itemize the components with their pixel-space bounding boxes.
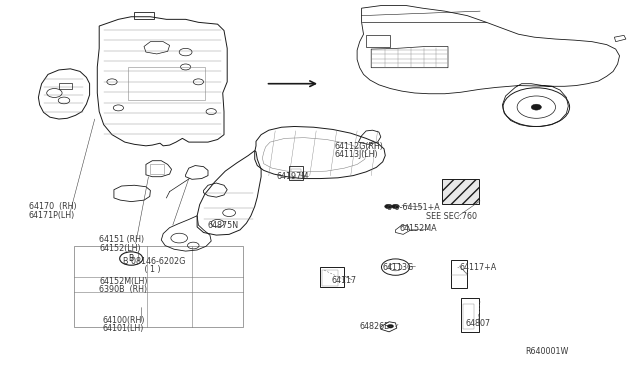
Text: 6390B  (RH): 6390B (RH) [99, 285, 147, 294]
Text: 64100(RH): 64100(RH) [102, 316, 145, 325]
Text: 64101(LH): 64101(LH) [102, 324, 144, 333]
Text: 64151 (RH): 64151 (RH) [99, 235, 145, 244]
Text: 64197M: 64197M [276, 172, 308, 181]
Bar [291, 169, 301, 179]
Text: B: B [129, 254, 134, 263]
Circle shape [385, 204, 392, 209]
Text: 64826E-: 64826E- [360, 322, 393, 331]
Text: 64152M(LH): 64152M(LH) [99, 277, 148, 286]
Text: 64112G(RH): 64112G(RH) [334, 142, 383, 151]
Bar [322, 270, 338, 286]
Bar [461, 298, 479, 332]
Text: 64807: 64807 [466, 319, 491, 328]
Bar [442, 179, 479, 204]
Bar [289, 166, 303, 180]
Bar [366, 35, 390, 46]
Text: 64171P(LH): 64171P(LH) [29, 211, 75, 220]
Text: B 08146-6202G: B 08146-6202G [123, 257, 185, 266]
Text: 64152MA: 64152MA [400, 224, 438, 233]
Text: 64170  (RH): 64170 (RH) [29, 202, 76, 211]
Text: SEE SEC.760: SEE SEC.760 [426, 212, 477, 221]
Bar [150, 164, 164, 174]
Bar [451, 260, 467, 288]
Bar [74, 246, 243, 327]
Text: 64875N: 64875N [208, 221, 239, 230]
Text: 64152(LH): 64152(LH) [99, 244, 141, 253]
Circle shape [387, 324, 394, 328]
Bar [320, 267, 344, 287]
Text: 64117: 64117 [332, 276, 356, 285]
Bar [59, 83, 72, 89]
Text: ( 1 ): ( 1 ) [137, 265, 161, 274]
Text: 64117+A: 64117+A [460, 263, 497, 272]
Circle shape [392, 204, 399, 209]
Bar [463, 304, 474, 329]
Text: R640001W: R640001W [525, 347, 568, 356]
Text: 64113J(LH): 64113J(LH) [334, 150, 378, 159]
Text: o o-64151+A: o o-64151+A [387, 203, 440, 212]
Circle shape [531, 104, 541, 110]
Text: 64113G: 64113G [383, 263, 414, 272]
